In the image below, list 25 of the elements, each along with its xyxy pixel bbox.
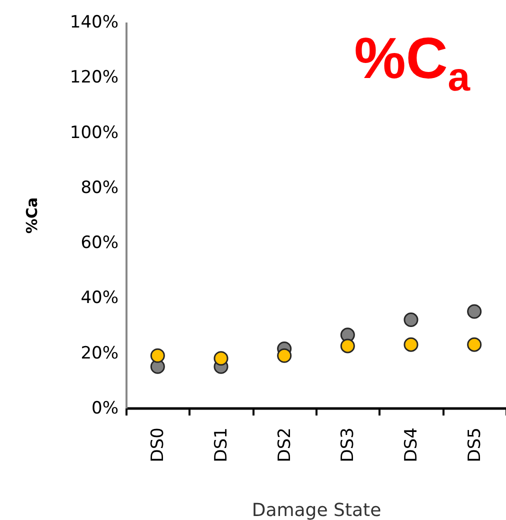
chart-title: %C$_{a}$ [354,26,470,100]
point [340,338,355,354]
point [404,337,418,352]
point [150,348,165,363]
x-tick-label: DS3 [338,428,358,462]
y-tick-label: 140% [70,12,118,32]
point [404,312,418,328]
x-tick-label: DS4 [402,428,422,462]
y-tick-label: 0% [92,398,118,418]
point [214,351,228,366]
x-tick-label: DS1 [212,428,232,462]
x-tick-label: DS5 [464,428,485,462]
x-axis-title: Damage State [252,500,382,520]
x-tick-label: DS0 [148,428,168,462]
y-axis-title: %Ca [22,197,41,234]
y-tick-label: 100% [70,122,118,143]
y-tick-label: 80% [80,178,118,198]
y-tick-label: 60% [80,233,118,254]
point [467,304,482,319]
point [467,337,482,352]
x-tick-label: DS2 [274,428,295,462]
y-tick-label: 40% [80,288,118,308]
y-tick-label: 20% [80,343,118,364]
y-tick-label: 120% [70,68,118,88]
point [277,348,292,363]
